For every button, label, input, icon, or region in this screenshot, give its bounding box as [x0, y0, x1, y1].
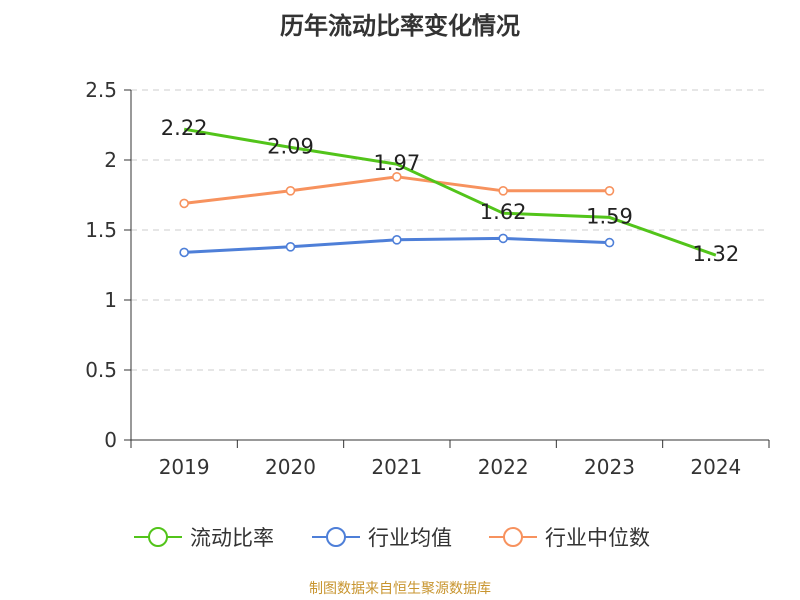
data-label: 2.09: [267, 134, 314, 158]
legend-item-industry-median[interactable]: 行业中位数: [489, 520, 650, 554]
y-tick-label: 0.5: [85, 358, 117, 382]
x-tick-label: 2019: [159, 455, 210, 479]
chart-title: 历年流动比率变化情况: [280, 12, 520, 40]
y-tick-label: 2.5: [85, 78, 117, 102]
y-tick-label: 1.5: [85, 218, 117, 242]
data-label: 2.22: [161, 116, 208, 140]
y-tick-label: 2: [104, 148, 117, 172]
data-point: [498, 186, 508, 196]
x-tick-label: 2021: [371, 455, 422, 479]
data-label: 1.59: [586, 204, 633, 228]
x-tick-label: 2024: [690, 455, 741, 479]
data-point: [285, 186, 296, 196]
x-tick-label: 2023: [584, 455, 635, 479]
legend-item-industry-mean[interactable]: 行业均值: [312, 520, 452, 554]
legend: 流动比率 行业均值 行业中位数: [0, 520, 800, 554]
y-tick-label: 0: [104, 428, 117, 452]
legend-label: 行业均值: [368, 526, 452, 550]
y-tick-label: 1: [104, 288, 117, 312]
line-chart: 0 0.5 1 1.5 2 2.5 2019 2020 2021 2022 2023 2024 2.22…: [85, 78, 770, 479]
legend-marker-icon: [134, 527, 182, 547]
data-point: [498, 233, 508, 244]
data-point: [285, 242, 296, 252]
data-point: [604, 186, 615, 196]
x-tick-label: 2020: [265, 455, 316, 479]
series-line: [183, 127, 717, 257]
data-label: 1.32: [692, 242, 739, 266]
data-label: 1.62: [480, 200, 527, 224]
legend-marker-icon: [312, 527, 360, 547]
data-point: [604, 237, 615, 248]
data-source-note: 制图数据来自恒生聚源数据库: [309, 581, 491, 597]
data-point: [392, 172, 402, 182]
x-tick-label: 2022: [478, 455, 529, 479]
legend-label: 流动比率: [190, 526, 274, 550]
data-point: [179, 247, 189, 258]
data-point: [179, 198, 189, 209]
legend-marker-icon: [489, 527, 537, 547]
data-label: 1.97: [373, 151, 420, 175]
legend-item-current-ratio[interactable]: 流动比率: [134, 520, 274, 554]
legend-label: 行业中位数: [545, 526, 650, 550]
data-point: [392, 235, 402, 245]
